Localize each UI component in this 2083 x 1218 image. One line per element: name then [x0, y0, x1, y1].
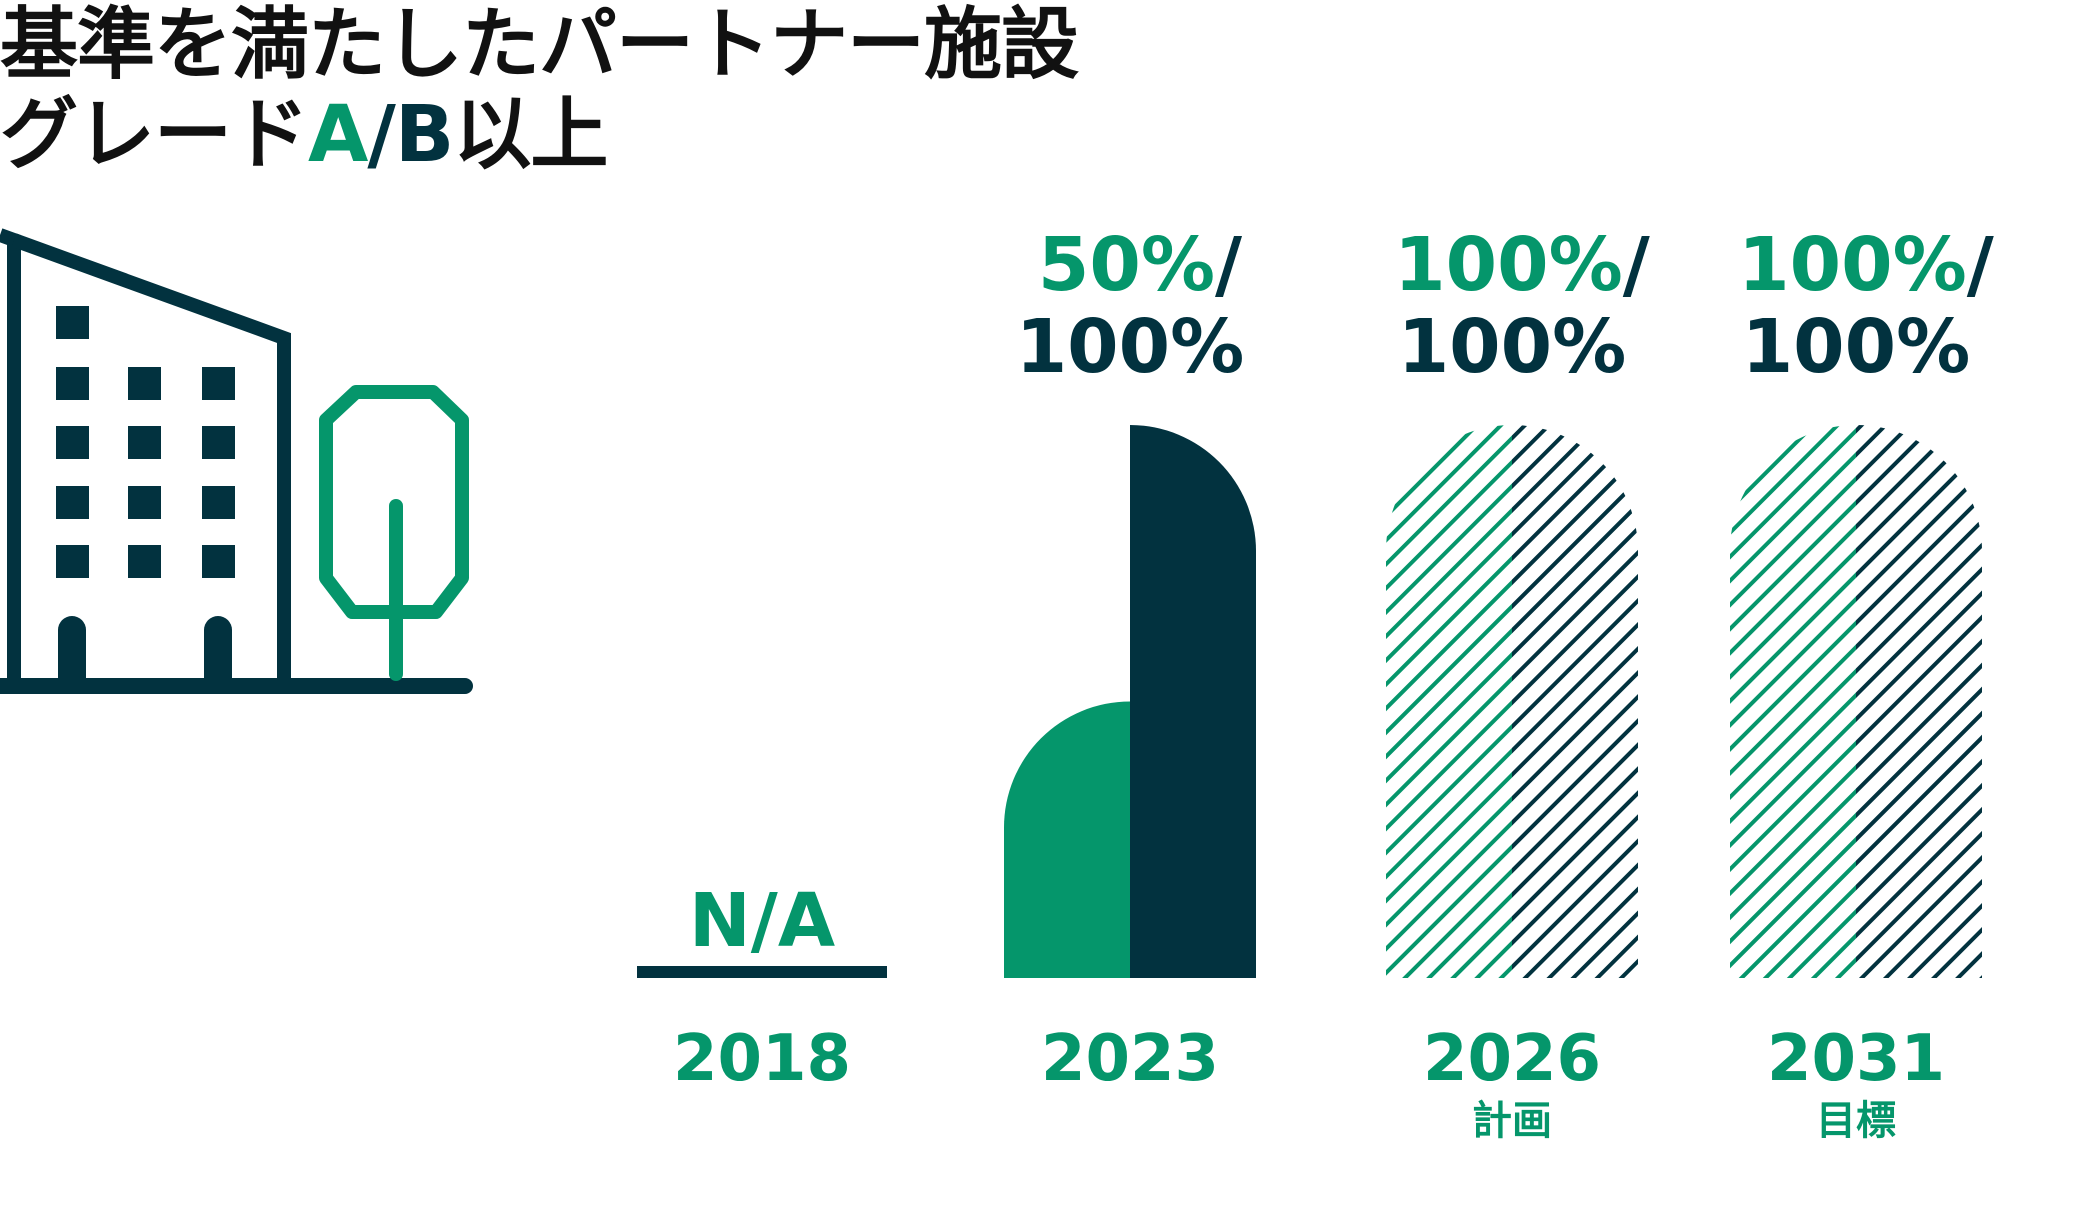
value-label-a: 100%	[1394, 222, 1623, 308]
title-grade-separator: /	[367, 90, 395, 180]
chart-title: 基準を満たしたパートナー施設 グレードA/B以上	[0, 0, 1079, 180]
value-label-line1: 100%/	[1394, 222, 1651, 308]
value-label-a: 100%	[1738, 222, 1967, 308]
bar-grade-a-2031	[1730, 425, 1856, 978]
na-baseline	[637, 966, 887, 978]
title-grade-b: B	[394, 90, 454, 180]
x-tick-label: 2031	[1767, 1022, 1945, 1096]
value-label-line1: 50%/	[1038, 222, 1243, 308]
bar-grade-a-2023	[1004, 701, 1130, 978]
value-label-separator: /	[1967, 222, 1995, 308]
title-line-2: グレードA/B以上	[0, 90, 1078, 180]
value-label-b: 100%	[1016, 304, 1245, 390]
tree-icon	[319, 385, 469, 681]
value-label-line1: 100%/	[1738, 222, 1995, 308]
x-tick-label: 2018	[673, 1022, 851, 1096]
value-label-na: N/A	[689, 878, 835, 964]
title-grade-suffix: 以上	[453, 90, 608, 180]
x-tick-sublabel: 計画	[1472, 1098, 1552, 1144]
title-grade-prefix: グレード	[0, 90, 309, 180]
bar-grade-b-2026	[1512, 425, 1638, 978]
value-label-a: 50%	[1038, 222, 1215, 308]
value-label-b: 100%	[1742, 304, 1971, 390]
value-label-b: 100%	[1398, 304, 1627, 390]
bar-grade-b-2023	[1130, 425, 1256, 978]
x-tick-sublabel: 目標	[1816, 1098, 1896, 1144]
value-label-separator: /	[1215, 222, 1243, 308]
title-line-1: 基準を満たしたパートナー施設	[0, 0, 1079, 90]
value-label-separator: /	[1623, 222, 1651, 308]
x-tick-label: 2026	[1423, 1022, 1601, 1096]
bar-grade-b-2031	[1856, 425, 1982, 978]
building-icon	[0, 228, 291, 686]
bar-grade-a-2026	[1386, 425, 1512, 978]
title-grade-a: A	[308, 90, 368, 180]
x-tick-label: 2023	[1041, 1022, 1219, 1096]
